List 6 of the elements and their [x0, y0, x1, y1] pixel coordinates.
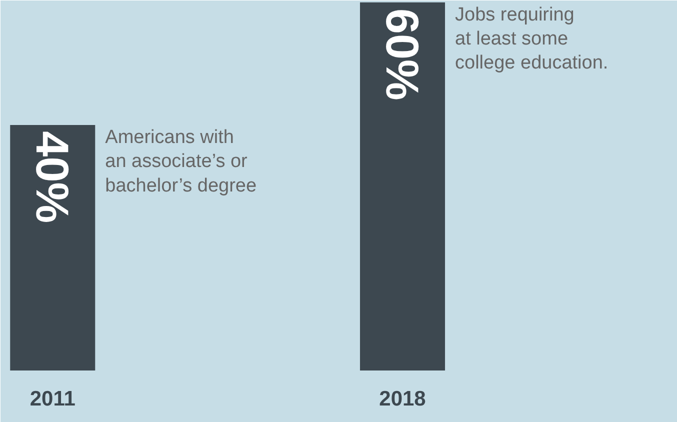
- data-label: 40%: [26, 131, 79, 224]
- x-tick-label: 2018: [379, 388, 426, 410]
- annotation: Americans with an associate’s or bachelor’s degree: [105, 127, 257, 196]
- data-label: 60%: [376, 8, 428, 100]
- x-tick-label: 2011: [30, 388, 76, 410]
- annotation: Jobs requiring at least some college education.: [455, 4, 608, 74]
